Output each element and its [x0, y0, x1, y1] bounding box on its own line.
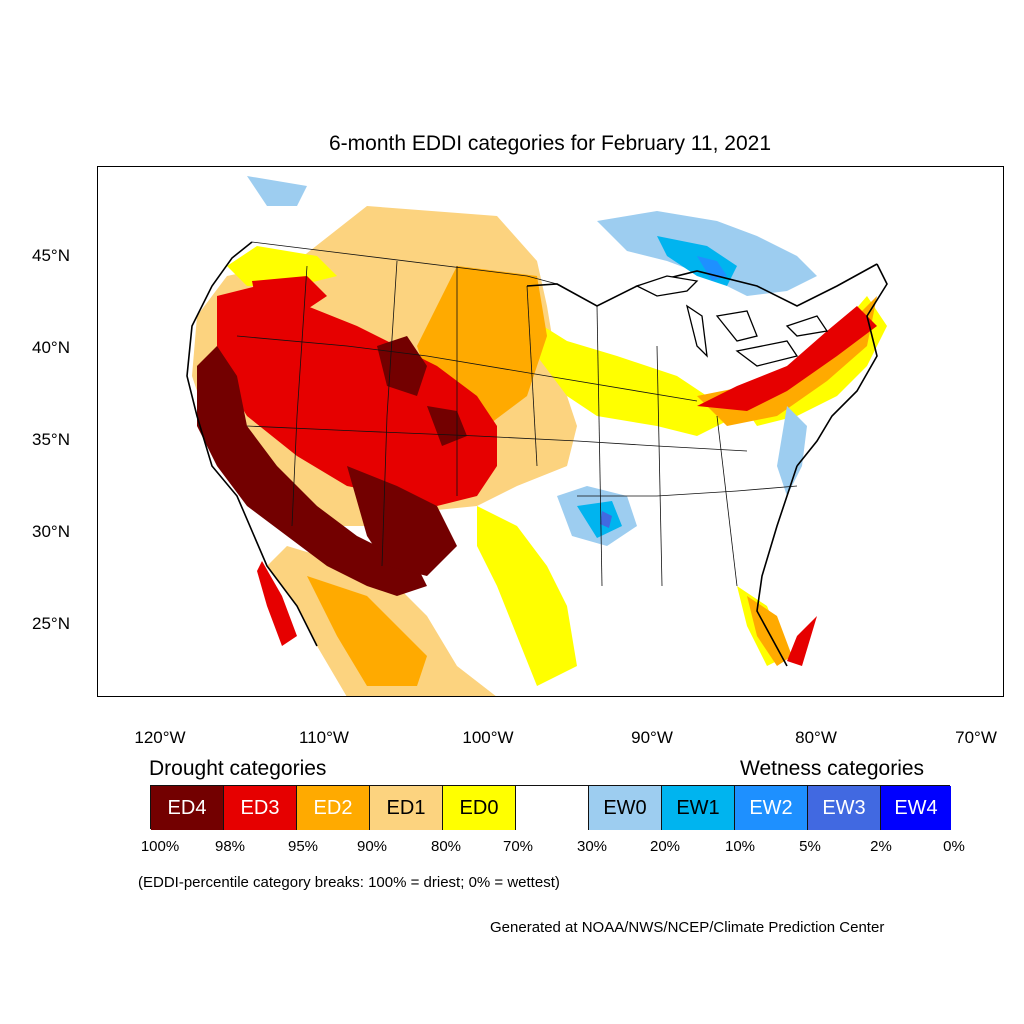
legend-break-label: 90%	[356, 838, 388, 855]
lon-label-120: 120°W	[134, 728, 186, 747]
legend-swatch-neutral	[516, 786, 589, 830]
ed0-region-central	[527, 316, 737, 436]
legend-break-label: 20%	[649, 838, 681, 855]
lon-label-90: 90°W	[631, 728, 673, 747]
coastline	[186, 241, 888, 667]
legend-break-label: 70%	[502, 838, 534, 855]
lat-label-40: 40°N	[32, 338, 70, 357]
lon-label-110: 110°W	[299, 728, 349, 747]
legend-break-label: 100%	[140, 838, 180, 855]
legend-break-label: 10%	[724, 838, 756, 855]
legend-break-label: 5%	[799, 838, 821, 855]
legend-break-label: 0%	[943, 838, 965, 855]
wetness-heading: Wetness categories	[740, 757, 925, 780]
great-lakes	[635, 275, 829, 367]
lat-label-45: 45°N	[32, 246, 70, 265]
lon-label-70: 70°W	[955, 728, 997, 747]
state-boundaries	[236, 241, 798, 587]
legend-swatch-ew4: EW4	[881, 786, 951, 830]
legend-swatch-ed4: ED4	[151, 786, 224, 830]
legend-swatch-ed0: ED0	[443, 786, 516, 830]
lat-label-25: 25°N	[32, 614, 70, 633]
legend-swatch-ew1: EW1	[662, 786, 735, 830]
category-note: (EDDI-percentile category breaks: 100% =…	[138, 874, 560, 891]
lat-label-35: 35°N	[32, 430, 70, 449]
lon-label-100: 100°W	[462, 728, 514, 747]
legend-break-label: 30%	[576, 838, 608, 855]
eddi-map	[97, 166, 1004, 697]
drought-heading: Drought categories	[149, 757, 327, 780]
map-title: 6-month EDDI categories for February 11,…	[329, 132, 771, 155]
credit-line: Generated at NOAA/NWS/NCEP/Climate Predi…	[490, 919, 885, 936]
lat-label-30: 30°N	[32, 522, 70, 541]
legend-break-label: 98%	[214, 838, 246, 855]
legend-swatch-ew2: EW2	[735, 786, 808, 830]
legend-break-label: 2%	[870, 838, 892, 855]
legend-swatch-ed2: ED2	[297, 786, 370, 830]
ed3-region	[217, 286, 497, 506]
legend-break-label: 80%	[430, 838, 462, 855]
legend-swatch-ed1: ED1	[370, 786, 443, 830]
lon-label-80: 80°W	[795, 728, 837, 747]
legend-colorbar: ED4 ED3 ED2 ED1 ED0 EW0 EW1 EW2 EW3 EW4	[150, 785, 951, 830]
legend-swatch-ed3: ED3	[224, 786, 297, 830]
legend-swatch-ew0: EW0	[589, 786, 662, 830]
ed4-region	[197, 346, 427, 596]
legend-break-label: 95%	[287, 838, 319, 855]
legend-swatch-ew3: EW3	[808, 786, 881, 830]
